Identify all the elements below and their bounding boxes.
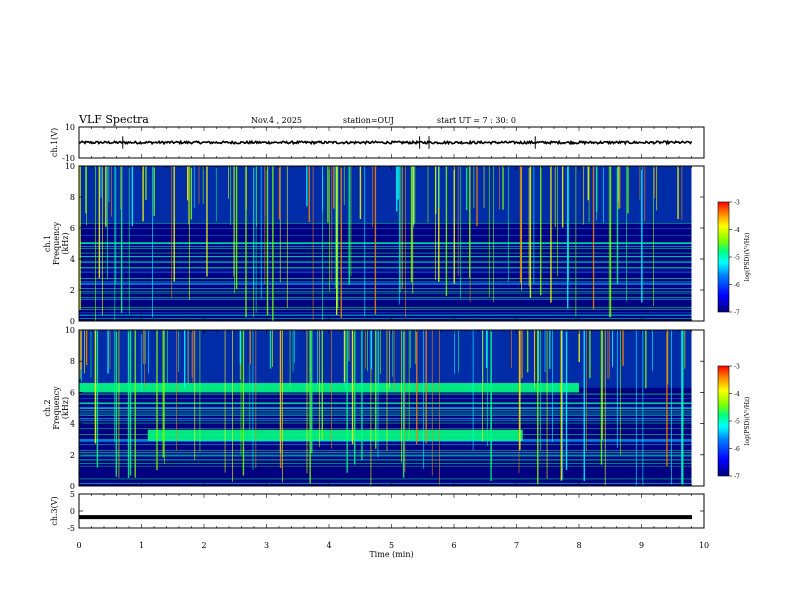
time-tick-label: 4	[326, 541, 331, 550]
spec1-colorbar-tick-label: -7	[734, 310, 740, 317]
ch1-trace	[78, 139, 693, 146]
date-label: Nov.4 , 2025	[251, 116, 302, 125]
figure-title: VLF Spectra	[78, 113, 149, 126]
spec2-ytick-label: 10	[65, 326, 75, 335]
ch3-ytick-label: 0	[70, 507, 75, 516]
ch3-ytick-label: -5	[67, 524, 75, 533]
start-ut-label: start UT = 7 : 30: 0	[437, 116, 516, 125]
time-tick-label: 5	[389, 541, 394, 550]
spec2-upper-band	[79, 330, 692, 388]
spec1-ytick-label: 4	[70, 255, 75, 264]
time-tick-label: 8	[576, 541, 581, 550]
time-tick-label: 0	[76, 541, 81, 550]
ch1-colorbar: -3 -4 -5 -6 -7 log(PSD)(V²/Hz)	[717, 200, 751, 317]
ch3-frame	[78, 493, 705, 529]
time-tick-label: 3	[264, 541, 269, 550]
time-axis: 0 1 2 3 4 5 6 7 8 9 10 Time (min)	[76, 541, 709, 559]
spec2-ytick-label: 2	[70, 451, 75, 460]
spec2-ytick-label: 4	[70, 420, 75, 429]
ch3-ytick-label: 5	[70, 490, 75, 499]
spec2-emission-band	[147, 429, 523, 441]
spec2-colorbar-tick-label: -4	[734, 391, 740, 398]
ch2-spectrogram-panel: 0 2 4 6 8 10 ch.2Frequency(kHz)	[43, 326, 705, 491]
spec2-ylabel: ch.2Frequency(kHz)	[43, 386, 70, 430]
spec1-colorbar-tick-label: -5	[734, 255, 740, 262]
ch1-spectrogram-panel: 0 2 4 6 8 10 ch.1Frequency(kHz)	[43, 162, 705, 326]
spec2-colorbar-label: log(PSD)(V²/Hz)	[744, 397, 751, 446]
spec1-ytick-label: 0	[70, 317, 75, 326]
time-tick-label: 1	[139, 541, 144, 550]
ch1-ylabel: ch.1(V)	[50, 128, 59, 157]
time-tick-label: 9	[639, 541, 644, 550]
spec2-colorbar-tick-label: -7	[734, 474, 740, 481]
spec2-colorbar-ramp	[717, 365, 730, 477]
spec2-colorbar-tick-label: -6	[734, 446, 740, 453]
spec2-colorbar-tick-label: -3	[734, 364, 740, 371]
station-label: station=OUJ	[343, 116, 394, 125]
ch3-ylabel: ch.3(V)	[50, 496, 59, 525]
ch1-ytick-label: -10	[62, 154, 75, 163]
time-tick-label: 7	[514, 541, 519, 550]
spec1-colorbar-tick-label: -4	[734, 227, 740, 234]
spec1-ytick-label: 8	[70, 193, 75, 202]
spec1-colorbar-ramp	[717, 201, 730, 313]
spec2-ytick-label: 6	[70, 388, 75, 397]
spec2-emission-band	[79, 383, 579, 393]
spec1-ytick-label: 10	[65, 162, 75, 171]
ch2-colorbar: -3 -4 -5 -6 -7 log(PSD)(V²/Hz)	[717, 364, 751, 481]
spec2-ytick-label: 0	[70, 482, 75, 491]
spec1-colorbar-tick-label: -6	[734, 282, 740, 289]
ch3-waveform-panel: 5 0 -5 ch.3(V)	[50, 490, 705, 533]
spec1-ytick-label: 6	[70, 224, 75, 233]
spec2-ytick-label: 8	[70, 357, 75, 366]
spec1-ylabel: ch.1Frequency(kHz)	[43, 221, 70, 265]
ch1-ytick-label: 10	[65, 123, 75, 132]
time-tick-label: 10	[699, 541, 709, 550]
time-axis-title: Time (min)	[369, 550, 413, 559]
time-tick-label: 2	[201, 541, 206, 550]
time-tick-label: 6	[451, 541, 456, 550]
spec1-colorbar-label: log(PSD)(V²/Hz)	[744, 233, 751, 282]
spec1-colorbar-tick-label: -3	[734, 200, 740, 207]
spec1-upper-band	[79, 166, 692, 224]
spec1-ytick-label: 2	[70, 286, 75, 295]
spec2-colorbar-tick-label: -5	[734, 419, 740, 426]
